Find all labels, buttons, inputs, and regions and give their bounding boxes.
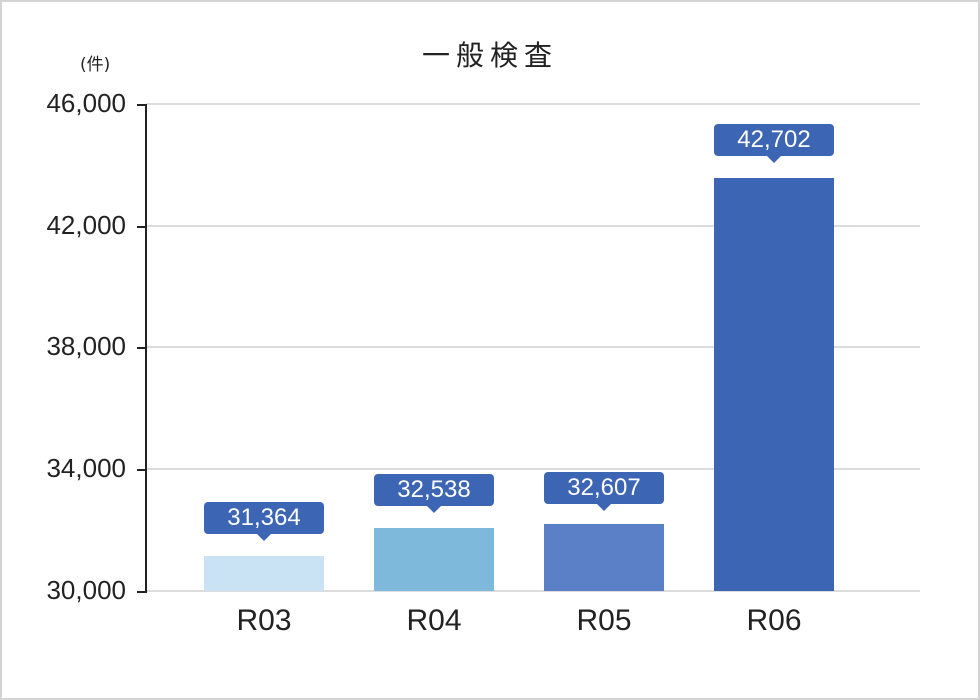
bar-r06 (714, 178, 834, 591)
y-tick-label: 42,000 (46, 210, 126, 240)
y-tick-mark (137, 469, 147, 471)
value-label-r06: 42,702 (714, 124, 834, 163)
gridline-42000 (146, 225, 920, 227)
bar-r03 (204, 556, 324, 591)
y-tick-label: 38,000 (46, 331, 126, 361)
value-label-r05: 32,607 (544, 472, 664, 511)
gridline-34000 (146, 468, 920, 470)
x-label-r03: R03 (236, 604, 292, 637)
y-tick-label: 46,000 (46, 88, 126, 118)
x-label-r06: R06 (746, 604, 802, 637)
x-label-r04: R04 (406, 604, 462, 637)
y-tick-mark (137, 347, 147, 349)
x-label-r05: R05 (576, 604, 632, 637)
value-label-r03: 31,364 (204, 502, 324, 541)
y-tick-mark (137, 591, 147, 593)
gridline-38000 (146, 346, 920, 348)
value-label-r04: 32,538 (374, 474, 494, 513)
bar-r04 (374, 528, 494, 591)
y-tick-label: 30,000 (46, 575, 126, 605)
bar-r05 (544, 524, 664, 591)
y-tick-label: 34,000 (46, 453, 126, 483)
gridline-46000 (146, 103, 920, 105)
y-tick-mark (137, 226, 147, 228)
y-tick-mark (137, 104, 147, 106)
chart-title: 一般検査 (421, 39, 558, 72)
gridline-30000 (146, 590, 920, 592)
y-axis-unit: (件) (80, 55, 111, 75)
